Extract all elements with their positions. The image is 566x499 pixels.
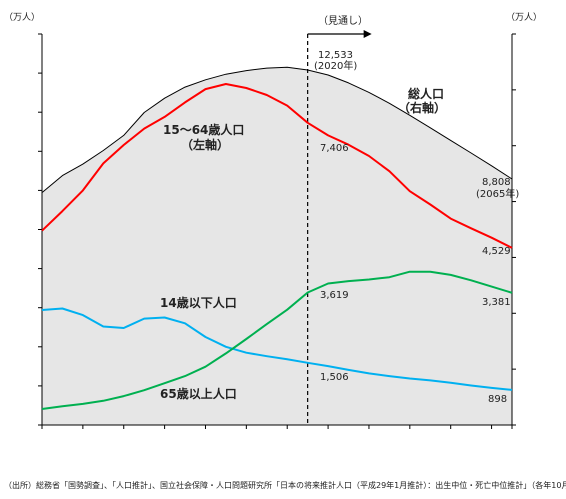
working-age-line <box>41 83 513 249</box>
working-2065-value: 4,529 <box>482 246 511 257</box>
working-age-label: 15～64歳人口 <box>163 122 244 137</box>
youth-2020-value: 1,506 <box>320 372 349 383</box>
elderly-label: 65歳以上人口 <box>160 386 237 401</box>
working-2020-value: 7,406 <box>320 143 349 154</box>
total-population-line <box>41 66 513 193</box>
total-2020-year: (2020年) <box>314 59 357 72</box>
youth-label: 14歳以下人口 <box>160 295 237 310</box>
total-2065-value: 8,808 <box>482 177 511 188</box>
youth-2065-value: 898 <box>488 394 507 405</box>
elderly-2020-value: 3,619 <box>320 290 349 301</box>
youth-line <box>41 307 513 391</box>
area-layer <box>42 67 512 425</box>
left-unit-label: （万人） <box>4 12 40 23</box>
source-note: （出所）総務省「国勢調査」、「人口推計」、国立社会保障・人口問題研究所「日本の将… <box>4 480 566 490</box>
total-population-label: 総人口 <box>408 86 444 101</box>
total-2065-year: (2065年) <box>476 187 519 200</box>
elderly-2065-value: 3,381 <box>482 297 511 308</box>
total-population-axis-note: （右軸） <box>398 100 446 115</box>
total-2020-value: 12,533 <box>318 50 353 61</box>
lines-layer <box>41 66 513 410</box>
elderly-line <box>41 270 513 410</box>
forecast-label: （見通し） <box>318 15 368 27</box>
right-unit-label: （万人） <box>506 12 542 23</box>
total-population-area <box>42 67 512 425</box>
working-age-axis-note: （左軸） <box>181 137 229 152</box>
forecast-arrow-head <box>363 30 372 38</box>
